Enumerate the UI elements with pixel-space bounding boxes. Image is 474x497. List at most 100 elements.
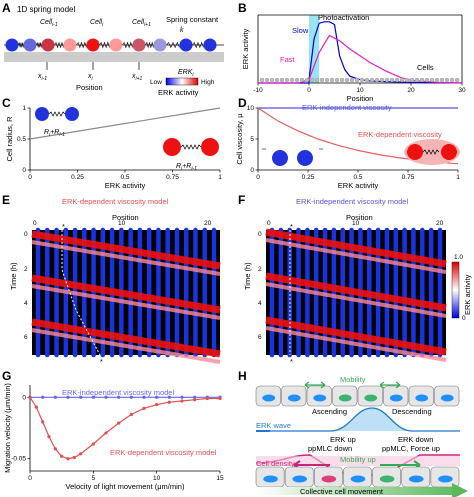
cell-marker: [394, 77, 400, 83]
x-tick-label: 1: [218, 174, 222, 181]
nucleus: [364, 394, 378, 402]
epithelium-top: [255, 385, 460, 407]
x-tick-label: 0.25: [71, 174, 84, 181]
data-point: [79, 452, 83, 456]
spring: [145, 41, 154, 49]
data-point: [205, 396, 209, 401]
erk-wave-band: [265, 272, 447, 312]
spring: [99, 41, 110, 49]
panel-e-title: ERK-dependent viscosity model: [62, 197, 169, 206]
chart-c: 0 0.25 0.5 0.75 1 0 0.5 1 ERK activity Cell radiu…: [5, 105, 222, 190]
cell-2: [41, 38, 55, 52]
panel-a-title: 1D spring model: [17, 5, 75, 14]
nucleus: [440, 394, 454, 402]
chart-g: 0 5 10 15 0 -0.05 Velocity of light movement (…: [3, 383, 224, 491]
erk-label: ERKi: [178, 69, 194, 78]
y-tick-label: 0: [22, 167, 26, 174]
x-tick-label: 5: [92, 475, 96, 482]
radius-sum-low: Ri+Ri-1: [44, 129, 65, 138]
data-point: [104, 431, 108, 435]
x-tick-label: 0.75: [402, 174, 415, 181]
cell-0: [5, 38, 19, 52]
y-axis-label: Cell viscosity, μ: [235, 113, 244, 164]
cell-marker: [389, 77, 395, 83]
cell-marker: [414, 77, 420, 83]
erk-wave-tail: [31, 240, 221, 276]
cell-marker: [439, 77, 445, 83]
dependent-viscosity-label: ERK-dependent viscosity: [358, 130, 442, 139]
cell-marker: [419, 77, 425, 83]
panel-letter-e: E: [2, 193, 10, 207]
panel-e-ylabel: Time (h): [9, 262, 18, 290]
mobility-arrow-right: [379, 381, 401, 389]
data-point: [104, 395, 108, 399]
panel-f-xlabel: Position: [346, 213, 373, 222]
schematic-cell-low: [35, 107, 49, 121]
data-point: [66, 395, 70, 399]
nucleus: [263, 475, 278, 483]
x-tick-label: 20: [407, 87, 415, 94]
erk-colorbar-horizontal: [165, 77, 199, 86]
data-point: [142, 406, 146, 410]
ascending-label: Ascending: [312, 407, 347, 416]
data-point: [117, 395, 121, 399]
data-point: [66, 457, 70, 461]
x-axis-label: ERK activity: [338, 181, 379, 190]
cbar-tick-high: 1.0: [454, 254, 463, 261]
x-tick-label: 1: [456, 174, 460, 181]
nucleus: [389, 394, 403, 402]
data-point: [155, 395, 159, 399]
nucleus: [262, 394, 276, 402]
position-label-current: xi: [87, 73, 94, 82]
cell-marker: [289, 77, 295, 83]
chart-b: -10 0 10 20 30 Position ERK activity: [241, 14, 466, 103]
cell-9: [203, 38, 217, 52]
cell-marker: [334, 77, 340, 83]
data-point: [91, 442, 95, 446]
erk-down-label: ERK down: [398, 435, 433, 444]
position-label-prev: xi-1: [37, 73, 47, 82]
spring-constant-label: Spring constant: [166, 15, 219, 24]
cell-marker: [279, 77, 285, 83]
cell-label-next: Celli+1: [132, 19, 151, 28]
panel-e-marker-bottom: *: [100, 357, 103, 366]
panel-f-ylabel: Time (h): [243, 262, 252, 290]
independent-viscosity-label: ERK-independent viscosity: [302, 103, 392, 112]
cell-marker: [359, 77, 365, 83]
panel-f-xtick-10: 10: [352, 220, 360, 227]
y-tick-label: 0: [22, 394, 26, 401]
erk-wave-tail: [31, 328, 221, 364]
panel-e-xlabel: Position: [112, 213, 139, 222]
schematic-viscosity-low: [272, 150, 288, 166]
erk-wave-band: [265, 316, 447, 356]
x-tick-label: 10: [356, 87, 364, 94]
cell-marker: [424, 77, 430, 83]
series-line-1: [29, 396, 220, 460]
panel-f-xtick-20: 20: [436, 220, 444, 227]
cell-marker: [369, 77, 375, 83]
cell-marker: [314, 77, 320, 83]
data-point: [28, 395, 32, 399]
y-axis-label: Cell radius, R: [5, 116, 14, 162]
erk-wave-band: [31, 318, 221, 358]
spring: [36, 42, 42, 48]
data-point: [53, 447, 57, 451]
nucleus: [287, 394, 301, 402]
data-point: [117, 421, 121, 425]
panel-letter-b: B: [238, 1, 247, 15]
mobility-up-label: Mobility up: [340, 455, 376, 464]
nucleus: [415, 394, 429, 402]
cell-marker: [294, 77, 300, 83]
erk-activity-label: ERK activity: [158, 88, 199, 97]
panel-f-xtick-0: 0: [267, 220, 271, 227]
cell-label-current: Celli: [90, 19, 104, 28]
spring: [76, 41, 87, 49]
descending-label: Descending: [392, 407, 432, 416]
panel-e-ytick-4: 4: [24, 300, 28, 307]
cell-marker: [319, 77, 325, 83]
position-axis-label: Position: [76, 83, 103, 92]
panel-e-xtick-10: 10: [118, 220, 126, 227]
cell-marker: [304, 77, 310, 83]
